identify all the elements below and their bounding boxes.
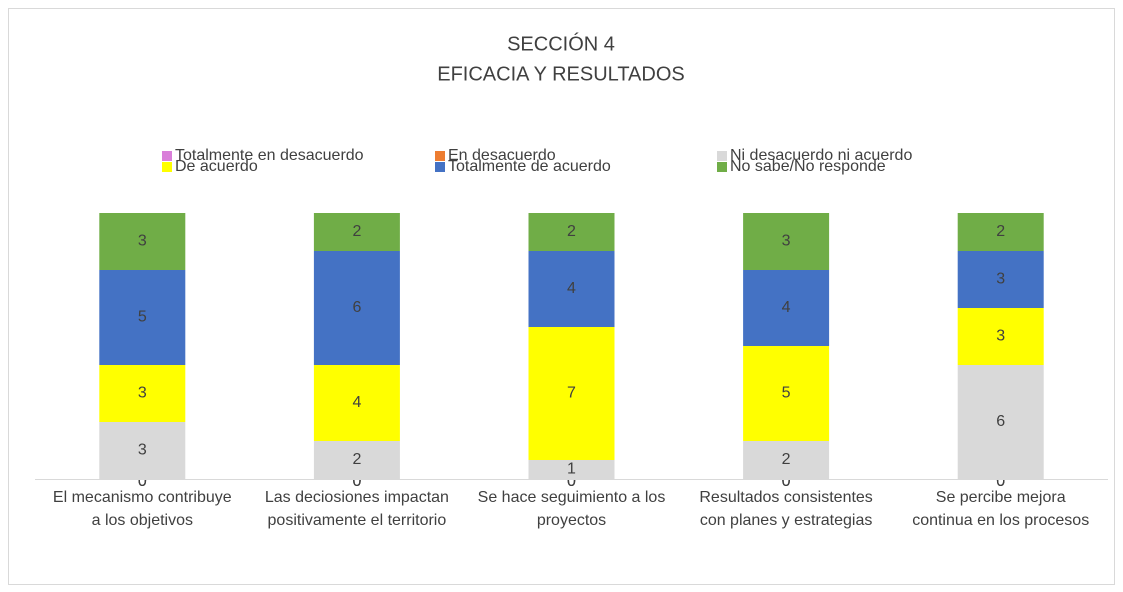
bar-segment [743,270,830,346]
bar-segment [528,460,615,479]
legend-label: Ni desacuerdo ni acuerdo [730,147,912,164]
data-label: 1 [567,461,576,478]
data-label: 2 [567,223,576,240]
bar-segment [99,365,186,422]
data-label: 4 [352,394,361,411]
legend-swatch [717,151,727,161]
chart-title: SECCIÓN 4 [507,32,615,55]
bar-segment [99,270,186,365]
bar-segment [957,308,1044,365]
bar-segment [313,441,400,479]
x-tick-label: Se percibe mejora continua en los proces… [912,489,1090,529]
legend-swatch [717,162,727,172]
bar-segment [99,213,186,270]
bar-segment [313,365,400,441]
data-label: 3 [996,328,1005,345]
x-tick-label: Resultados consistentes con planes y est… [699,489,873,529]
legend-label: En desacuerdo [448,147,556,164]
data-label: 0 [352,473,361,490]
data-label: 3 [138,385,147,402]
bar-segment [528,213,615,251]
data-label: 3 [996,271,1005,288]
data-label: 0 [567,473,576,490]
bar-segment [957,213,1044,251]
legend-label: Totalmente en desacuerdo [175,147,364,164]
bar-segment [99,422,186,479]
legend-swatch [162,162,172,172]
bar-segment [743,441,830,479]
data-label: 0 [567,473,576,490]
data-label: 5 [782,385,791,402]
data-label: 2 [352,223,361,240]
legend-swatch [162,151,172,161]
data-label: 0 [138,473,147,490]
data-label: 5 [138,309,147,326]
data-label: 0 [996,473,1005,490]
data-label: 0 [782,473,791,490]
data-label: 0 [782,473,791,490]
x-tick-label: El mecanismo contribuye a los objetivos [52,489,232,529]
bar-segment [957,251,1044,308]
data-label: 0 [996,473,1005,490]
data-label: 3 [782,233,791,250]
data-label: 2 [996,223,1005,240]
legend-swatch [435,151,445,161]
x-tick-label: Las deciosiones impactan positivamente e… [264,489,449,529]
bar-segment [743,346,830,441]
data-label: 3 [138,442,147,459]
data-label: 6 [996,413,1005,430]
legend-label: Totalmente de acuerdo [448,158,611,175]
bar-segment [528,251,615,327]
bar-segment [743,213,830,270]
data-label: 4 [782,299,791,316]
chart-subtitle: EFICACIA Y RESULTADOS [437,63,684,85]
data-label: 0 [352,473,361,490]
legend-label: De acuerdo [175,158,258,175]
bar-segment [957,365,1044,479]
data-label: 2 [352,451,361,468]
bar-segment [313,213,400,251]
legend-label: No sabe/No responde [730,158,886,175]
x-tick-label: Se hace seguimiento a los proyectos [477,489,666,529]
data-label: 4 [567,280,576,297]
legend-swatch [435,162,445,172]
bar-segment [313,251,400,365]
data-label: 2 [782,451,791,468]
data-label: 6 [352,299,361,316]
bar-segment [528,327,615,460]
data-label: 3 [138,233,147,250]
data-label: 0 [138,473,147,490]
data-label: 7 [567,385,576,402]
